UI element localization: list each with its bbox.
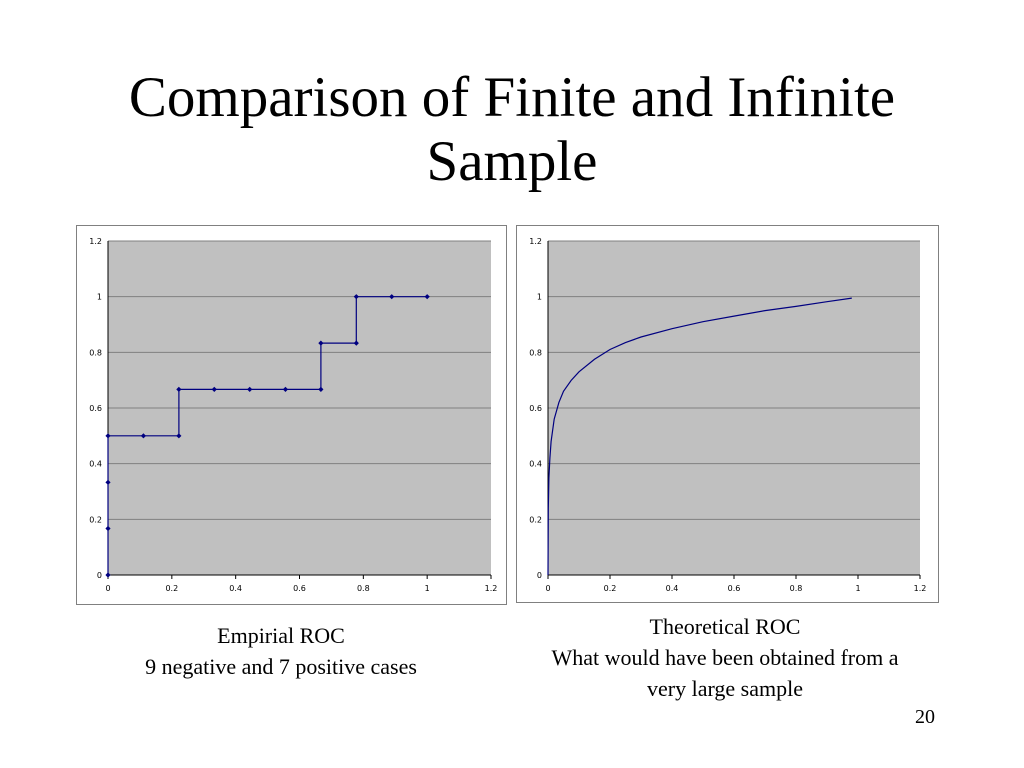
empirical-x-tick-label-0: 0 — [105, 584, 110, 593]
empirical-x-tick-label-3: 0.6 — [293, 584, 306, 593]
theoretical-y-tick-label-5: 1 — [537, 293, 542, 302]
empirical-x-tick-label-6: 1.2 — [485, 584, 498, 593]
slide-title-line-2: Sample — [426, 129, 598, 193]
theoretical-roc-chart: 0 0.2 0.4 0.6 0.8 1 1.2 0 0.2 0.4 0.6 0.8 1 1.2 — [516, 225, 939, 603]
empirical-x-tick-label-1: 0.2 — [165, 584, 178, 593]
theoretical-roc-caption-detail-1: What would have been obtained from a — [551, 644, 899, 670]
theoretical-x-tick-label-1: 0.2 — [604, 584, 617, 593]
theoretical-roc-caption-title: Theoretical ROC — [649, 614, 801, 639]
empirical-x-tick-label-5: 1 — [425, 584, 430, 593]
theoretical-y-tick-label-1: 0.2 — [529, 515, 542, 524]
empirical-y-tick-label-1: 0.2 — [89, 515, 102, 524]
empirical-data-point-2 — [105, 479, 111, 485]
theoretical-y-tick-label-2: 0.4 — [529, 460, 542, 469]
theoretical-series-line-0 — [547, 297, 852, 576]
slide-title: Comparison of Finite and Infinite Sample — [0, 66, 1024, 194]
empirical-y-tick-label-5: 1 — [97, 293, 102, 302]
empirical-y-tick-label-0: 0 — [97, 571, 102, 580]
empirical-x-tick-label-4: 0.8 — [357, 584, 370, 593]
empirical-data-point-1 — [105, 525, 111, 532]
empirical-y-tick-label-3: 0.6 — [89, 404, 102, 413]
empirical-x-tick-label-2: 0.4 — [229, 584, 242, 593]
empirical-data-point-14 — [389, 294, 395, 300]
theoretical-x-tick-label-0: 0 — [545, 584, 550, 593]
empirical-data-point-0 — [105, 572, 111, 578]
theoretical-roc-plot: 0 0.2 0.4 0.6 0.8 1 1.2 0 0.2 0.4 0.6 0.8 1 1.2 — [529, 237, 927, 593]
theoretical-roc-caption: Theoretical ROC What would have been obt… — [505, 612, 945, 704]
theoretical-x-tick-label-5: 1 — [855, 584, 860, 593]
theoretical-y-tick-label-6: 1.2 — [529, 237, 542, 246]
theoretical-x-tick-label-3: 0.6 — [728, 584, 741, 593]
empirical-y-tick-label-4: 0.8 — [89, 348, 102, 357]
empirical-roc-caption-title: Empirial ROC — [217, 623, 345, 648]
empirical-roc-caption-detail: 9 negative and 7 positive cases — [145, 653, 417, 679]
empirical-y-tick-label-2: 0.4 — [89, 460, 102, 469]
slide-title-line-1: Comparison of Finite and Infinite — [128, 66, 896, 129]
theoretical-y-tick-label-4: 0.8 — [529, 348, 542, 357]
theoretical-x-tick-label-4: 0.8 — [790, 584, 803, 593]
empirical-series-line-0 — [107, 296, 428, 575]
empirical-y-tick-label-6: 1.2 — [89, 237, 102, 246]
slide-number: 20 — [915, 706, 935, 728]
theoretical-y-tick-label-0: 0 — [537, 571, 542, 580]
empirical-roc-caption: Empirial ROC 9 negative and 7 positive c… — [96, 621, 466, 683]
theoretical-roc-caption-detail-2: very large sample — [647, 675, 803, 701]
theoretical-x-tick-label-6: 1.2 — [914, 584, 927, 593]
theoretical-x-tick-label-2: 0.4 — [666, 584, 679, 593]
empirical-roc-chart: 0 0.2 0.4 0.6 0.8 1 1.2 0 0.2 0.4 0.6 0.8 1 1.2 — [76, 225, 507, 605]
theoretical-y-tick-label-3: 0.6 — [529, 404, 542, 413]
empirical-data-point-9 — [282, 386, 289, 392]
empirical-roc-plot: 0 0.2 0.4 0.6 0.8 1 1.2 0 0.2 0.4 0.6 0.8 1 1.2 — [89, 237, 498, 593]
